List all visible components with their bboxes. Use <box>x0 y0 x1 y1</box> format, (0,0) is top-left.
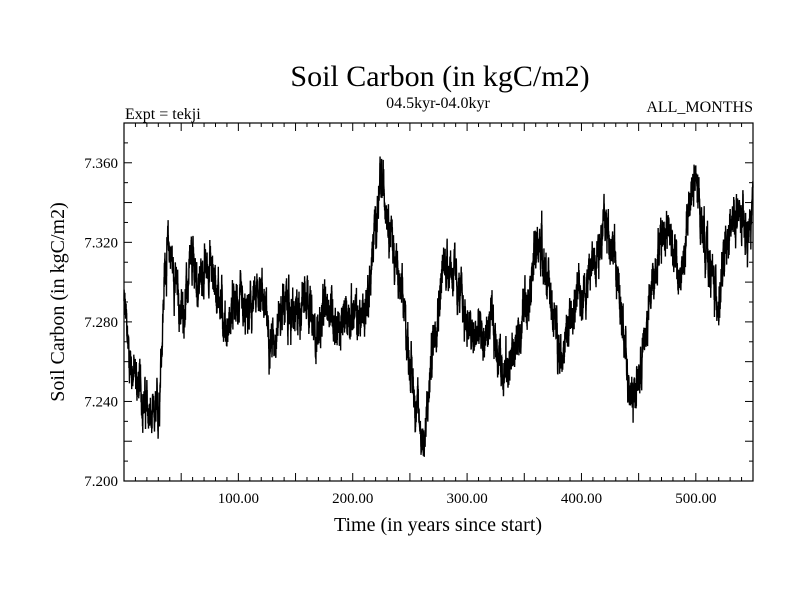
y-axis-label: Soil Carbon (in kgC/m2) <box>47 202 69 401</box>
axis-ticks: 100.00 200.00 300.00 400.00 500.00 7.200 7.240… <box>84 123 753 507</box>
x-tick-label: 500.00 <box>675 491 716 507</box>
x-tick-label: 100.00 <box>218 491 259 507</box>
x-tick-label: 300.00 <box>446 491 487 507</box>
experiment-label: Expt = tekji <box>125 106 201 123</box>
y-tick-label: 7.240 <box>84 394 118 410</box>
chart-title: Soil Carbon (in kgC/m2) <box>290 60 589 93</box>
x-tick-label: 400.00 <box>561 491 602 507</box>
y-tick-label: 7.200 <box>84 474 118 490</box>
x-tick-label: 200.00 <box>332 491 373 507</box>
soil-carbon-series-line <box>123 156 754 457</box>
y-tick-label: 7.320 <box>84 235 118 251</box>
x-axis-label: Time (in years since start) <box>334 514 542 536</box>
y-tick-label: 7.360 <box>84 156 118 172</box>
chart-subtitle: 04.5kyr-04.0kyr <box>386 95 490 112</box>
months-label: ALL_MONTHS <box>646 99 753 116</box>
series-layer <box>123 156 754 457</box>
plot-frame <box>123 122 754 482</box>
y-tick-label: 7.280 <box>84 315 118 331</box>
